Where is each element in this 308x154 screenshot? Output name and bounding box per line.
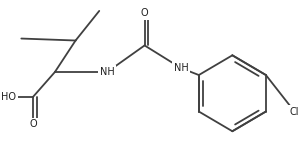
Text: Cl: Cl bbox=[290, 107, 299, 117]
Text: NH: NH bbox=[100, 67, 115, 77]
Text: HO: HO bbox=[1, 92, 16, 102]
Text: O: O bbox=[29, 119, 37, 129]
Text: O: O bbox=[141, 8, 148, 18]
Text: NH: NH bbox=[174, 63, 188, 73]
